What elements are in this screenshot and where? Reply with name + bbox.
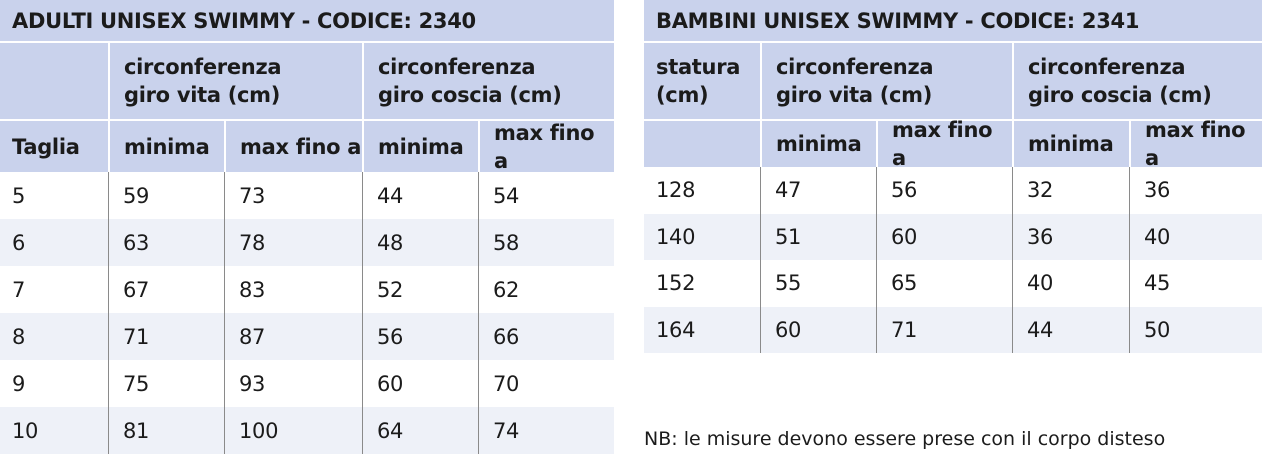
table-cell: 55 [760,260,876,307]
table-cell: 5 [12,183,26,208]
column-header: max fino a [876,118,1012,170]
table-cell: 50 [1129,306,1262,353]
table-cell: 47 [760,167,876,214]
table-cell: 60 [760,306,876,353]
header-group: circonferenza giro vita (cm) [760,43,1012,119]
table-cell: 44 [362,172,478,219]
column-header: minima [760,121,876,167]
table-cell: 74 [478,407,614,454]
table-cell: 9 [12,371,26,396]
table-cell: 75 [108,360,224,407]
column-header: minima [1012,121,1129,167]
column-header: max fino a [224,121,362,172]
table-cell: 65 [876,260,1012,307]
table-cell: 78 [224,219,362,266]
table-cell: 140 [644,213,760,260]
table-cell: 54 [478,172,614,219]
table-cell: 56 [876,167,1012,214]
table-cell: 73 [224,172,362,219]
table-cell: 152 [656,271,696,296]
column-header: Taglia [0,121,108,172]
table-cell: 7 [12,277,26,302]
table-cell: 70 [478,360,614,407]
table-cell: 40 [1129,213,1262,260]
table-cell: 87 [224,313,362,360]
table-cell: 48 [362,219,478,266]
table-cell: 56 [362,313,478,360]
header-group: circonferenza giro coscia (cm) [362,43,614,119]
column-header [644,121,760,167]
table-cell: 10 [0,407,108,454]
table-cell: 36 [1012,213,1129,260]
table-cell: 62 [478,266,614,313]
table-cell: 100 [224,407,362,454]
table-cell: 45 [1129,260,1262,307]
table-cell: 6 [0,219,108,266]
table-cell: 128 [656,178,696,203]
table-cell: 51 [760,213,876,260]
table-title: BAMBINI UNISEX SWIMMY - CODICE: 2341 [644,0,1262,41]
header-group [0,43,108,119]
table-cell: 36 [1129,167,1262,214]
table-cell: 58 [478,219,614,266]
column-header: max fino a [1129,118,1262,170]
table-cell: 93 [224,360,362,407]
table-cell: 60 [876,213,1012,260]
header-group: statura (cm) [644,43,760,119]
table-cell: 67 [108,266,224,313]
header-group: circonferenza giro vita (cm) [108,43,362,119]
table-cell: 81 [108,407,224,454]
column-header: minima [362,121,478,172]
header-group: circonferenza giro coscia (cm) [1012,43,1262,119]
table-title: ADULTI UNISEX SWIMMY - CODICE: 2340 [0,0,614,41]
column-header: minima [108,121,224,172]
table-cell: 40 [1012,260,1129,307]
table-cell: 44 [1012,306,1129,353]
table-cell: 64 [362,407,478,454]
table-cell: 8 [0,313,108,360]
note: NB: le misure devono essere prese con il… [644,428,1166,450]
table-cell: 83 [224,266,362,313]
table-cell: 60 [362,360,478,407]
table-cell: 59 [108,172,224,219]
table-cell: 164 [644,306,760,353]
table-cell: 71 [876,306,1012,353]
table-cell: 63 [108,219,224,266]
table-cell: 66 [478,313,614,360]
table-cell: 71 [108,313,224,360]
table-cell: 32 [1012,167,1129,214]
table-cell: 52 [362,266,478,313]
column-header: max fino a [478,121,614,173]
